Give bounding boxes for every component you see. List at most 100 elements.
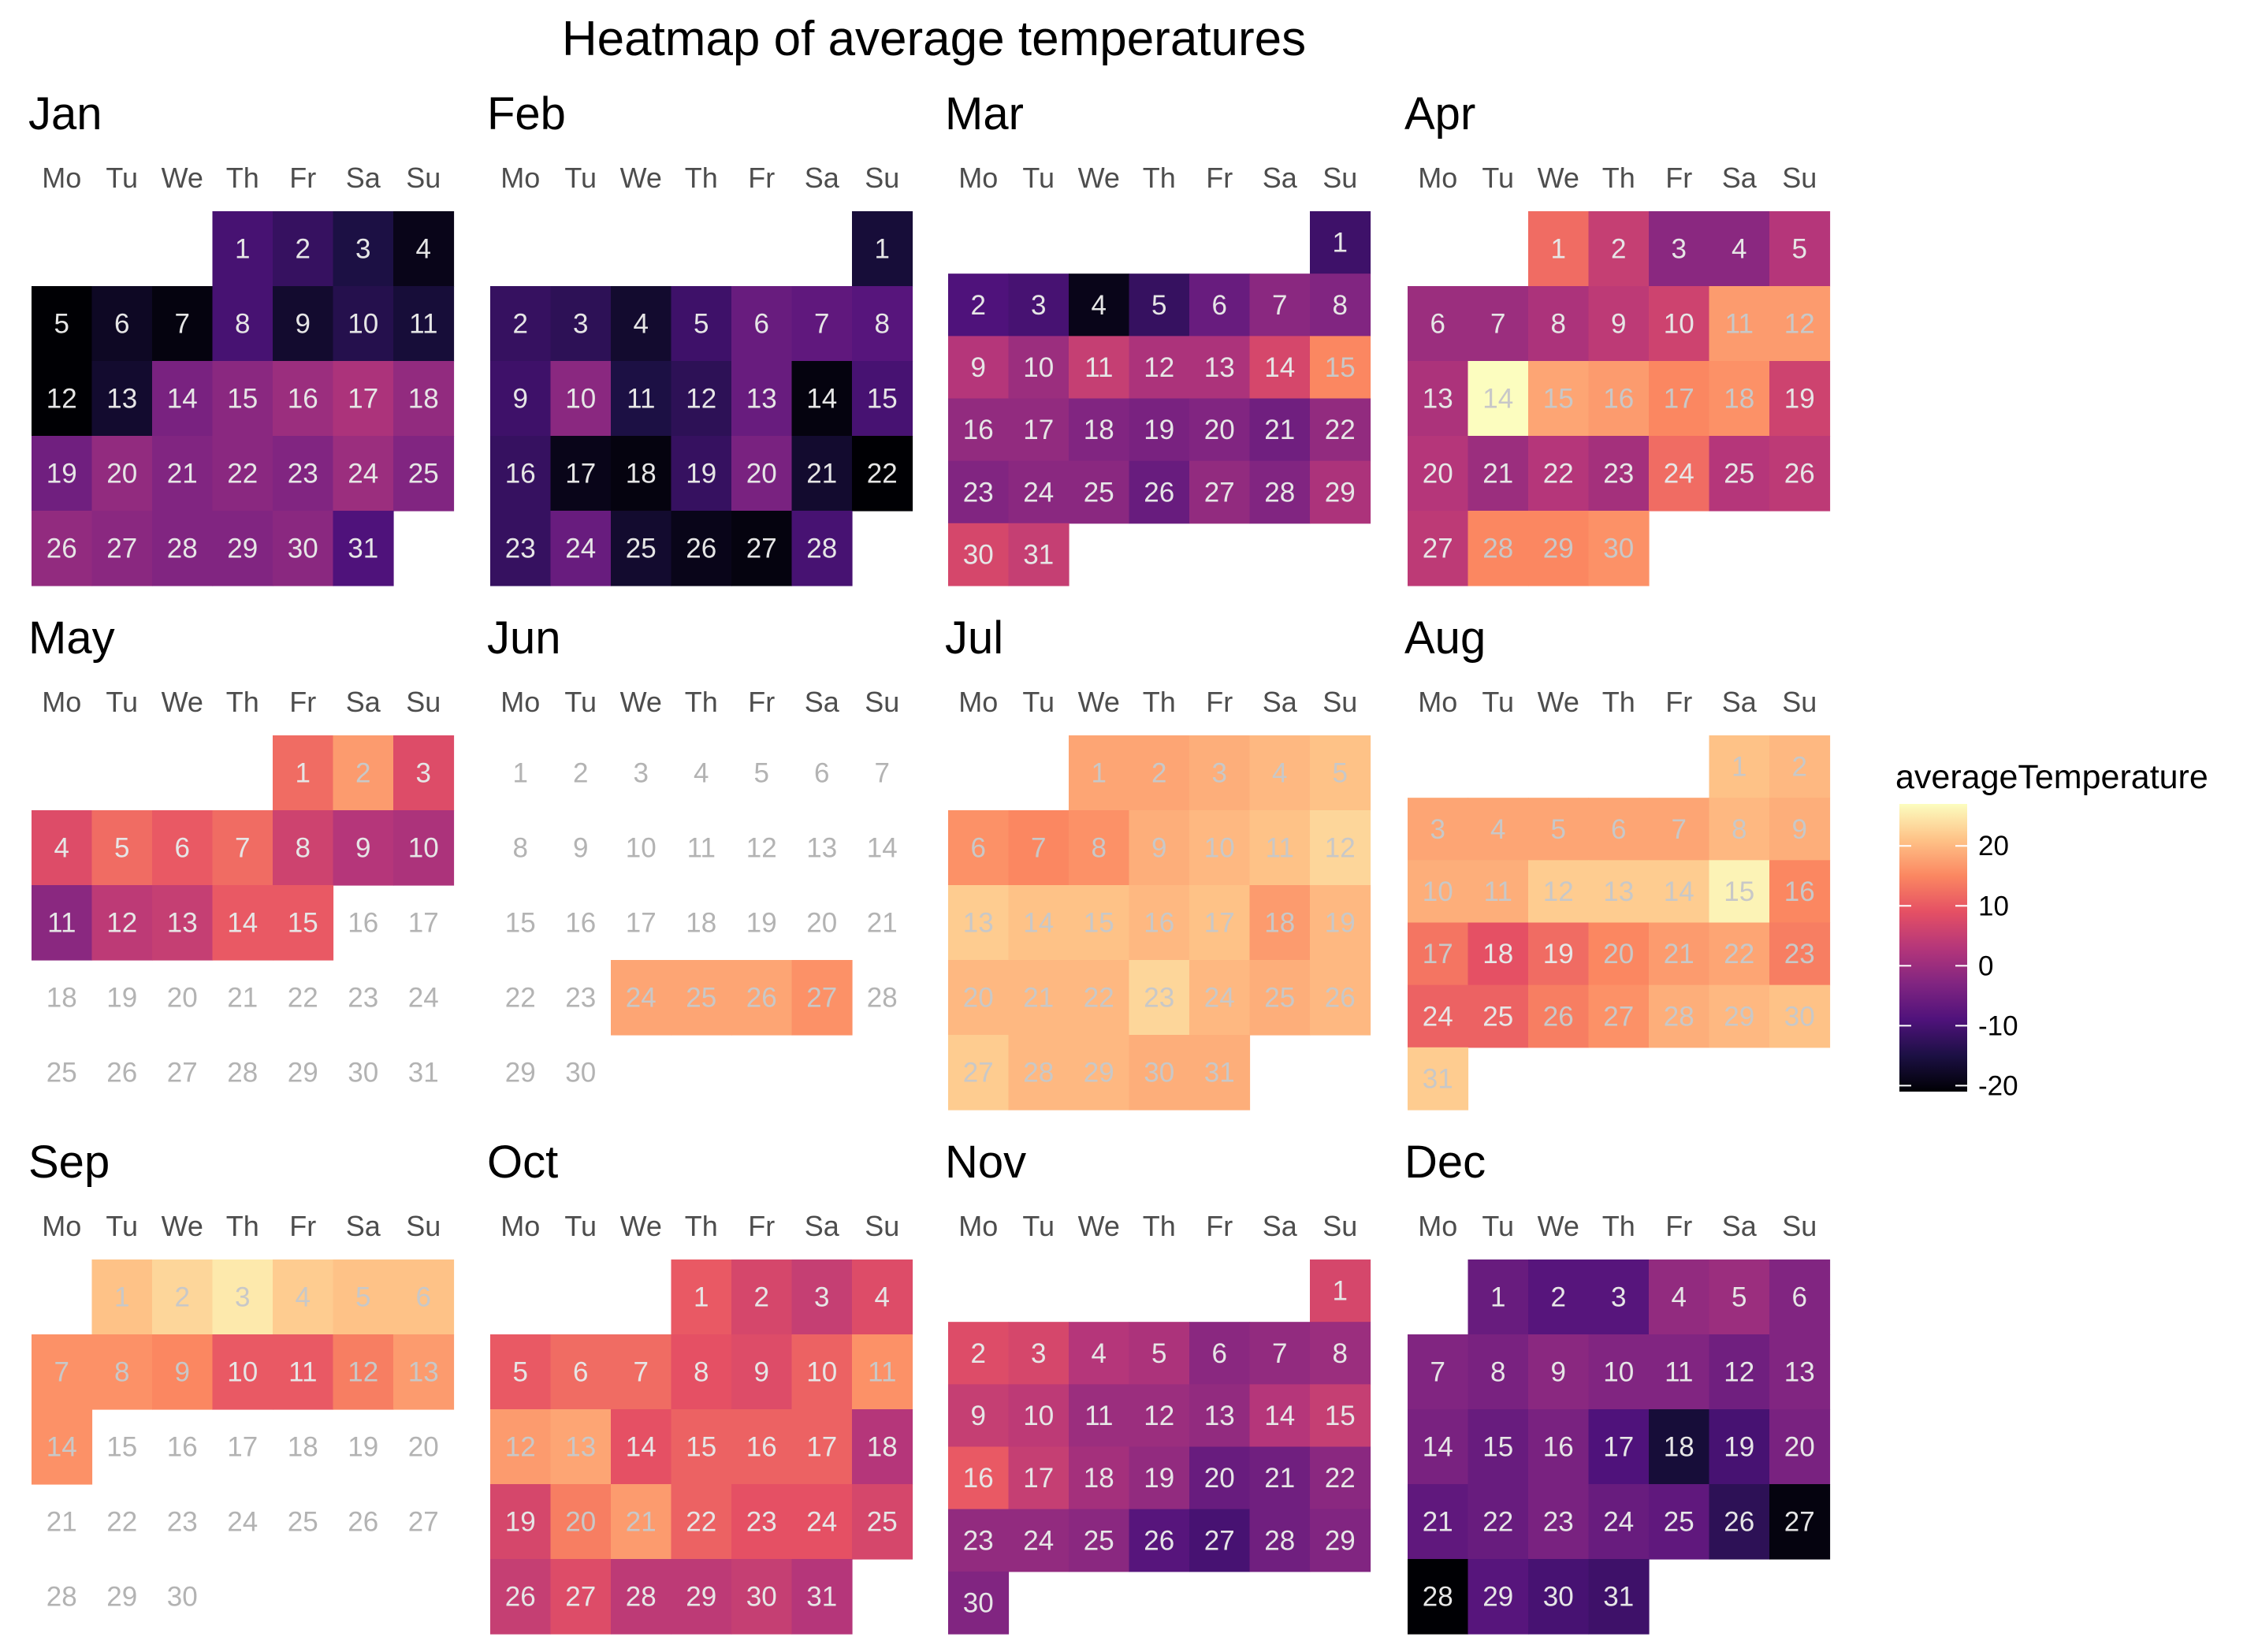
day-number: 29 [505,1058,536,1088]
heatmap-cell [550,511,612,586]
heatmap-cell [333,735,394,811]
day-number: 13 [746,384,777,415]
heatmap-cell [1528,1559,1590,1635]
weekday-label: Th [1602,162,1635,194]
heatmap-cell [1468,511,1529,586]
day-number: 5 [513,1357,528,1388]
day-number: 12 [1724,1357,1754,1388]
weekday-label: Fr [1206,162,1233,194]
heatmap-cell [1008,1509,1069,1572]
day-number: 30 [963,539,994,570]
day-number: 23 [1784,939,1815,969]
heatmap-cell [1069,1322,1130,1385]
day-number: 28 [1264,1525,1295,1556]
day-number: 20 [963,983,994,1014]
heatmap-cell [1769,436,1831,512]
month-label: Jan [28,88,102,140]
heatmap-cell [671,1334,732,1410]
heatmap-cell [91,361,153,437]
heatmap-cell [1008,810,1069,886]
day-number: 1 [513,758,528,789]
day-number: 11 [1484,876,1512,907]
heatmap-cell [1649,984,1710,1048]
day-number: 12 [1325,833,1356,864]
day-number: 14 [1664,876,1694,907]
heatmap-cell [1069,1384,1130,1448]
day-number: 16 [963,415,994,445]
day-number: 6 [416,1282,431,1313]
day-number: 30 [1543,1582,1574,1613]
weekday-label: Th [1143,686,1176,718]
heatmap-cell [490,286,552,362]
day-number: 19 [1543,939,1574,969]
day-number: 3 [235,1282,250,1313]
heatmap-cell [948,336,1010,400]
heatmap-cell [152,436,214,512]
heatmap-cell [791,511,853,586]
heatmap-cell [791,436,853,512]
heatmap-cell [1528,286,1590,362]
day-number: 14 [227,908,258,939]
heatmap-cell [1310,885,1371,961]
day-number: 24 [1664,459,1694,489]
heatmap-cell [550,436,612,512]
heatmap-cell [731,436,793,512]
heatmap-cell [1069,1446,1130,1510]
heatmap-cell [948,1571,1010,1635]
heatmap-cell [212,511,273,586]
heatmap-cell [1249,735,1311,811]
heatmap-cell [550,286,612,362]
day-number: 26 [106,1058,137,1088]
heatmap-cell [791,361,853,437]
day-number: 28 [626,1582,657,1613]
day-number: 25 [408,459,439,489]
heatmap-cell [1129,1509,1190,1572]
heatmap-cell [1008,273,1069,337]
day-number: 11 [409,309,437,340]
heatmap-cell [1189,460,1251,524]
day-number: 6 [754,309,769,340]
day-number: 11 [1084,352,1113,383]
day-number: 21 [1023,983,1054,1014]
weekday-label: Fr [1665,686,1692,718]
heatmap-cell [671,960,732,1036]
day-number: 10 [626,833,657,864]
heatmap-cell [152,511,214,586]
day-number: 22 [1724,939,1754,969]
heatmap-cell [1769,286,1831,362]
weekday-label: Th [1143,1210,1176,1242]
heatmap-cell [1588,1484,1650,1560]
day-number: 2 [175,1282,190,1313]
heatmap-cell [731,511,793,586]
day-number: 23 [505,534,536,564]
heatmap-cell [852,211,913,287]
heatmap-cell [1709,211,1770,287]
day-number: 30 [963,1587,994,1618]
legend-tick-label: -20 [1978,1070,2018,1101]
weekday-label: Mo [958,162,998,194]
day-number: 22 [288,983,318,1014]
day-number: 21 [1664,939,1694,969]
weekday-label: Tu [106,1210,138,1242]
heatmap-cell [791,1259,853,1335]
day-number: 20 [106,459,137,489]
weekday-label: We [162,162,203,194]
day-number: 26 [1144,1525,1174,1556]
heatmap-cell [1008,885,1069,961]
day-number: 2 [1611,234,1626,265]
weekday-label: Sa [1722,162,1758,194]
day-number: 19 [1784,384,1815,415]
day-number: 24 [806,1507,837,1538]
heatmap-cell [273,211,334,287]
heatmap-cell [948,960,1010,1036]
weekday-label: Tu [106,162,138,194]
day-number: 26 [1784,459,1815,489]
weekday-label: Su [406,686,441,718]
day-number: 28 [1023,1058,1054,1088]
heatmap-cell [273,810,334,886]
heatmap-cell [273,1334,334,1410]
day-number: 24 [348,459,378,489]
weekday-label: Mo [500,1210,540,1242]
